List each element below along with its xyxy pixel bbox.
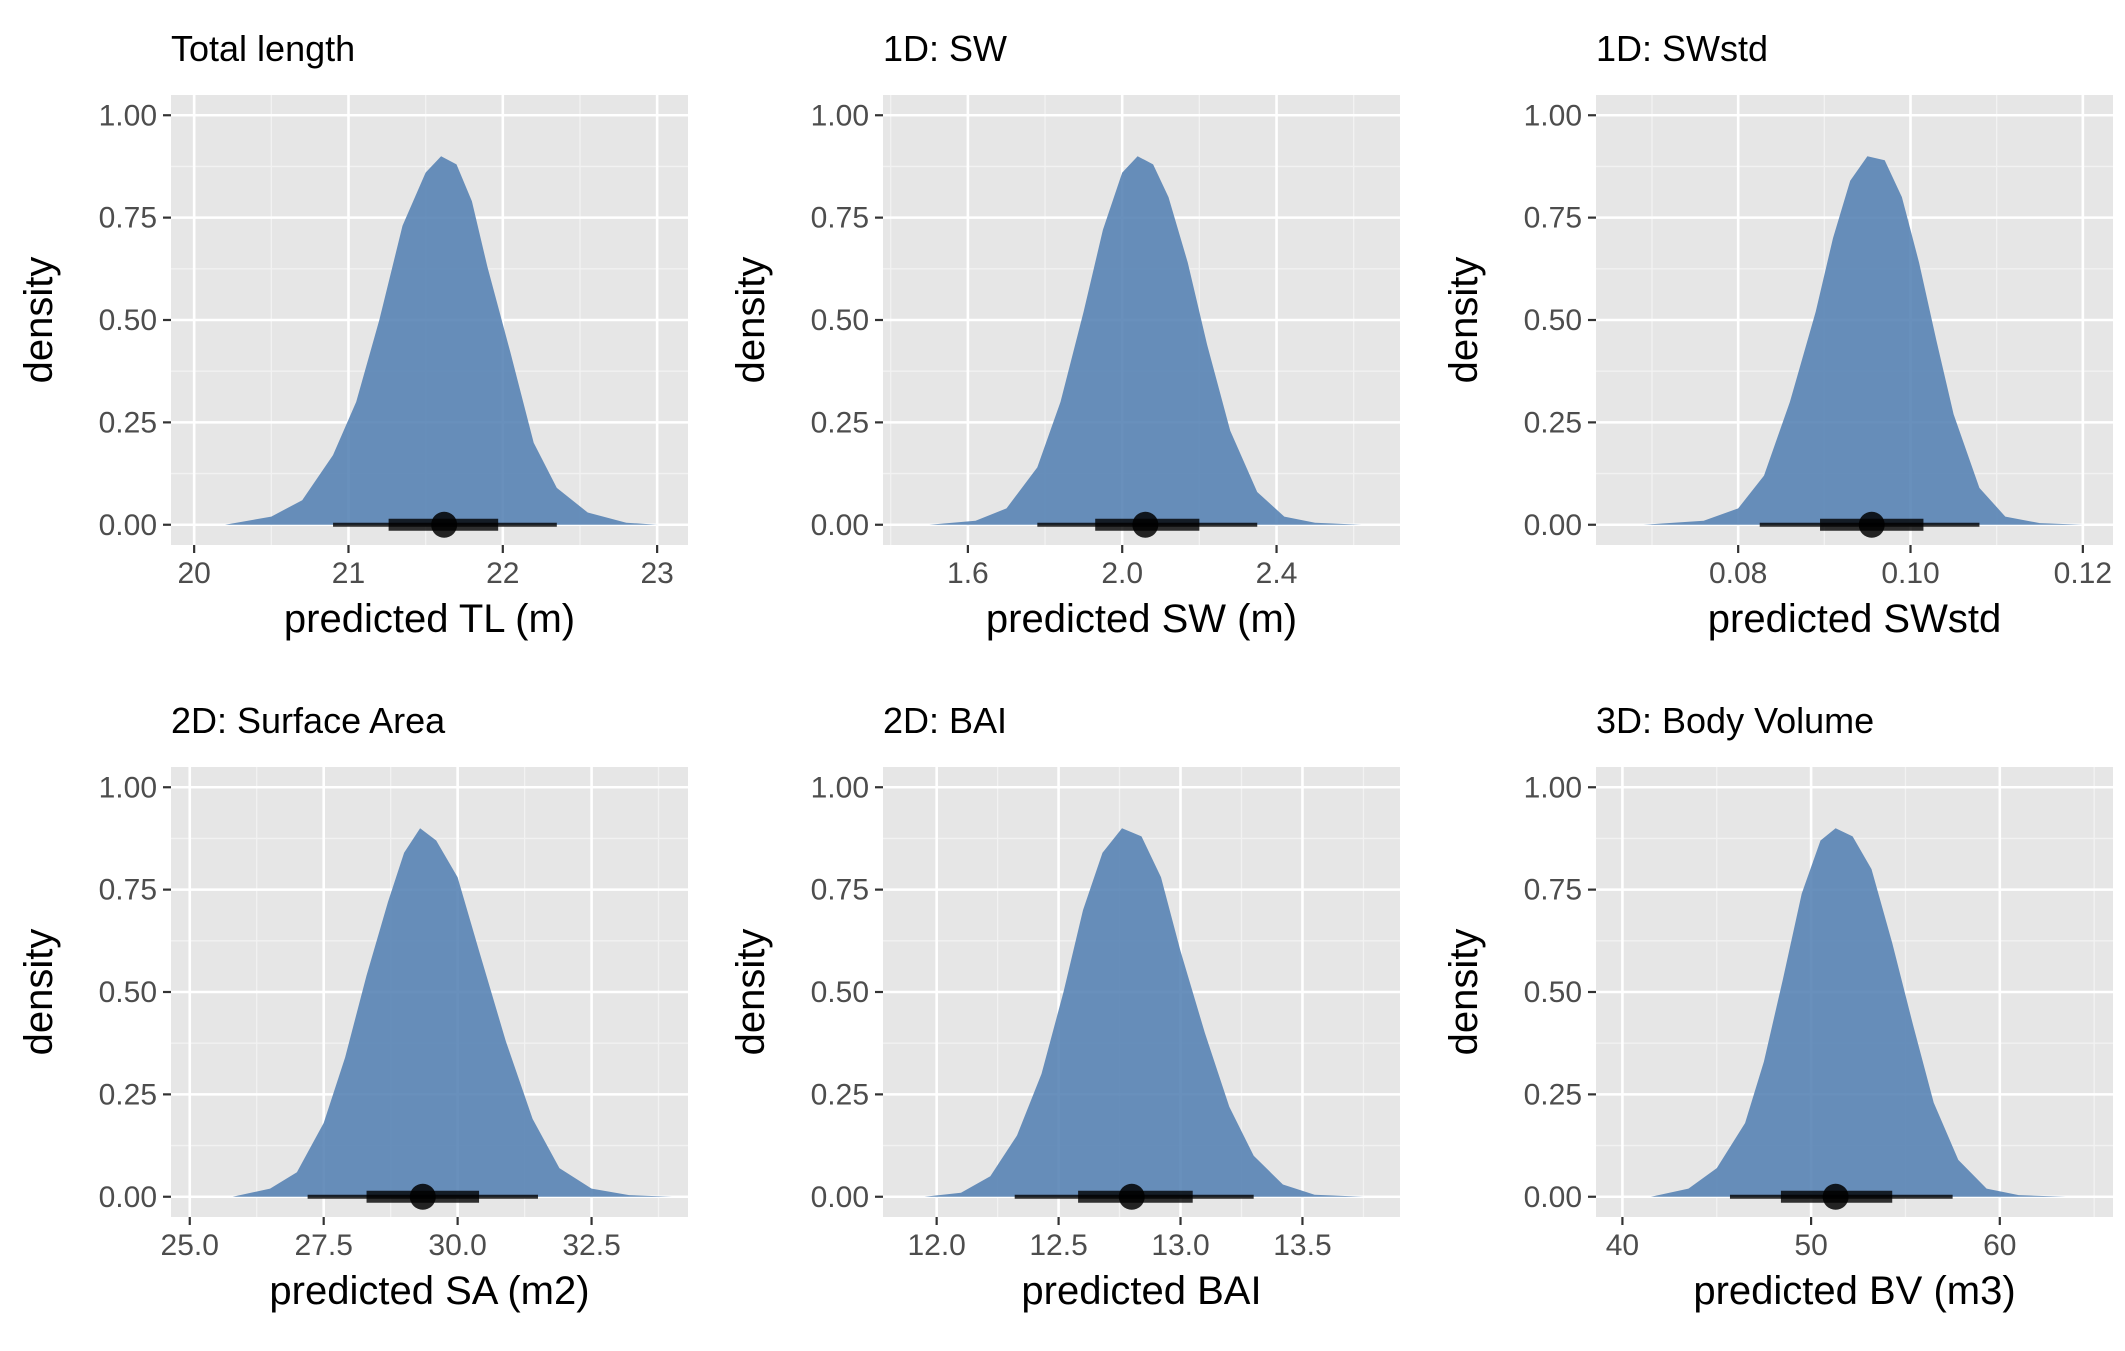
y-tick-label: 0.00 (99, 509, 157, 542)
point-estimate (1822, 1183, 1849, 1210)
x-tick-label: 0.08 (1709, 557, 1767, 590)
x-axis-title: predicted SWstd (1708, 597, 2001, 641)
y-tick-label: 0.00 (1524, 509, 1582, 542)
y-tick-label: 0.00 (99, 1181, 157, 1214)
x-tick-label: 25.0 (161, 1229, 219, 1262)
chart-panel-1: 0.00 0.25 0.50 0.75 1.00 20 21 22 23 Total length… (17, 28, 688, 641)
x-axis-title: predicted TL (m) (284, 597, 575, 641)
x-tick-label: 30.0 (428, 1229, 486, 1262)
x-axis-title: predicted SW (m) (986, 597, 1297, 641)
y-tick-label: 0.75 (811, 202, 869, 235)
y-tick-label: 0.25 (1524, 406, 1582, 439)
x-tick-label: 2.0 (1101, 557, 1143, 590)
y-tick-label: 0.75 (1524, 874, 1582, 907)
y-axis-title: density (17, 257, 61, 384)
chart-panel-3: 0.00 0.25 0.50 0.75 1.00 0.08 0.10 0.12 1D: SWst… (1442, 28, 2113, 641)
chart-panel-4: 0.00 0.25 0.50 0.75 1.00 25.0 27.5 30.0 32.5 2D: … (17, 700, 688, 1313)
y-tick-label: 0.75 (99, 874, 157, 907)
y-tick-label: 1.00 (99, 99, 157, 132)
chart-panel-5: 0.00 0.25 0.50 0.75 1.00 12.0 12.5 13.0 13.5 2D: … (729, 700, 1400, 1313)
y-tick-label: 0.25 (99, 1078, 157, 1111)
y-tick-label: 0.50 (1524, 304, 1582, 337)
x-tick-label: 20 (177, 557, 210, 590)
y-tick-label: 0.50 (1524, 976, 1582, 1009)
panel-title: 2D: Surface Area (171, 700, 446, 741)
y-axis-title: density (1442, 257, 1486, 384)
y-tick-label: 0.75 (1524, 202, 1582, 235)
y-tick-label: 1.00 (811, 771, 869, 804)
density-area (1650, 828, 2066, 1197)
y-tick-label: 0.25 (99, 406, 157, 439)
point-estimate (1118, 1183, 1145, 1210)
y-axis-title: density (729, 257, 773, 384)
x-tick-label: 12.5 (1029, 1229, 1087, 1262)
point-estimate (409, 1183, 436, 1210)
y-axis-title: density (1442, 929, 1486, 1056)
chart-panel-2: 0.00 0.25 0.50 0.75 1.00 1.6 2.0 2.4 1D: SW predi… (729, 28, 1400, 641)
density-area (225, 156, 658, 525)
y-axis-title: density (17, 929, 61, 1056)
x-axis-title: predicted SA (m2) (269, 1269, 589, 1313)
panel-title: Total length (171, 28, 355, 69)
y-tick-label: 0.75 (99, 202, 157, 235)
x-tick-label: 50 (1794, 1229, 1827, 1262)
density-area (232, 828, 672, 1197)
y-tick-label: 0.00 (1524, 1181, 1582, 1214)
y-tick-label: 0.25 (1524, 1078, 1582, 1111)
y-tick-label: 1.00 (811, 99, 869, 132)
x-tick-label: 27.5 (294, 1229, 352, 1262)
x-tick-label: 12.0 (907, 1229, 965, 1262)
y-tick-label: 0.00 (811, 1181, 869, 1214)
y-tick-label: 0.50 (99, 304, 157, 337)
chart-panel-6: 0.00 0.25 0.50 0.75 1.00 40 50 60 3D: Body Volum… (1442, 700, 2113, 1313)
point-estimate (1132, 511, 1159, 538)
x-tick-label: 0.12 (2054, 557, 2112, 590)
x-axis-title: predicted BV (m3) (1693, 1269, 2015, 1313)
x-tick-label: 22 (486, 557, 519, 590)
x-tick-label: 2.4 (1256, 557, 1298, 590)
density-area (924, 828, 1364, 1197)
y-axis-title: density (729, 929, 773, 1056)
x-tick-label: 13.0 (1151, 1229, 1209, 1262)
x-tick-label: 1.6 (947, 557, 989, 590)
y-tick-label: 0.00 (811, 509, 869, 542)
density-area (929, 156, 1362, 525)
panel-title: 3D: Body Volume (1596, 700, 1874, 741)
panel-title: 1D: SWstd (1596, 28, 1768, 69)
x-tick-label: 13.5 (1273, 1229, 1331, 1262)
x-tick-label: 32.5 (562, 1229, 620, 1262)
point-estimate (1858, 511, 1885, 538)
density-area (1643, 156, 2083, 525)
x-tick-label: 21 (332, 557, 365, 590)
x-tick-label: 40 (1606, 1229, 1639, 1262)
y-tick-label: 1.00 (1524, 99, 1582, 132)
panel-title: 2D: BAI (883, 700, 1007, 741)
y-tick-label: 0.50 (99, 976, 157, 1009)
point-estimate (431, 511, 458, 538)
x-tick-label: 23 (640, 557, 673, 590)
x-tick-label: 0.10 (1881, 557, 1939, 590)
y-tick-label: 0.50 (811, 304, 869, 337)
x-axis-title: predicted BAI (1021, 1269, 1261, 1313)
y-tick-label: 0.25 (811, 1078, 869, 1111)
y-tick-label: 0.25 (811, 406, 869, 439)
x-tick-label: 60 (1983, 1229, 2016, 1262)
y-tick-label: 0.75 (811, 874, 869, 907)
y-tick-label: 0.50 (811, 976, 869, 1009)
y-tick-label: 1.00 (99, 771, 157, 804)
y-tick-label: 1.00 (1524, 771, 1582, 804)
panel-title: 1D: SW (883, 28, 1007, 69)
